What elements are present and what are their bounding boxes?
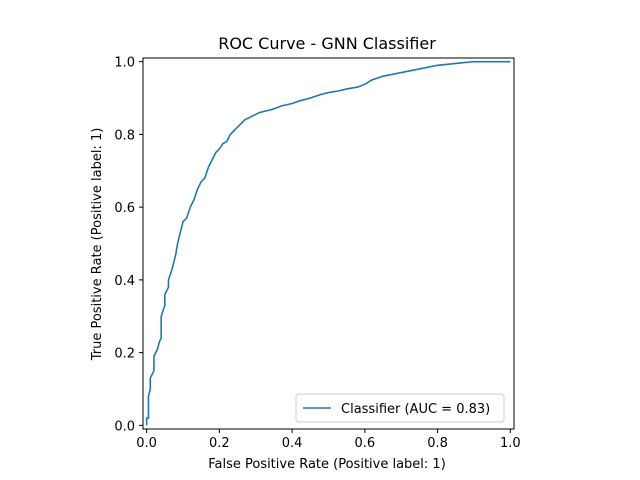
legend-box	[295, 393, 505, 423]
y-tick-label: 0.4	[114, 274, 135, 289]
x-tick-label: 0.6	[355, 436, 376, 451]
legend: Classifier (AUC = 0.83)	[295, 393, 505, 423]
y-tick-label: 0.2	[114, 347, 135, 362]
x-axis-ticks: 0.0 0.2 0.4 0.6 0.8 1.0	[136, 429, 521, 451]
x-tick-label: 0.4	[282, 436, 303, 451]
y-tick-label: 0.6	[114, 201, 135, 216]
axes-frame	[142, 57, 515, 430]
roc-curve-line	[145, 60, 511, 426]
x-tick-label: 0.8	[427, 436, 448, 451]
y-axis-ticks: 0.0 0.2 0.4 0.6 0.8 1.0	[114, 56, 143, 434]
x-tick-label: 1.0	[500, 436, 521, 451]
chart-title: ROC Curve - GNN Classifier	[218, 34, 436, 53]
x-axis-label: False Positive Rate (Positive label: 1)	[208, 457, 446, 472]
plot-area: 0.0 0.2 0.4 0.6 0.8 1.0 0.0 0.2 0.4 0.6 0.8 1.0	[114, 56, 520, 451]
y-tick-label: 1.0	[114, 56, 135, 71]
x-tick-label: 0.2	[209, 436, 230, 451]
y-tick-label: 0.0	[114, 419, 135, 434]
y-axis-label: True Positive Rate (Positive label: 1)	[90, 128, 105, 362]
legend-label: Classifier (AUC = 0.83)	[341, 402, 490, 417]
x-tick-label: 0.0	[136, 436, 157, 451]
y-tick-label: 0.8	[114, 128, 135, 143]
